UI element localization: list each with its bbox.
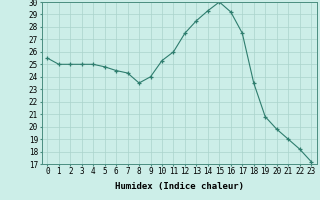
X-axis label: Humidex (Indice chaleur): Humidex (Indice chaleur) [115,182,244,191]
